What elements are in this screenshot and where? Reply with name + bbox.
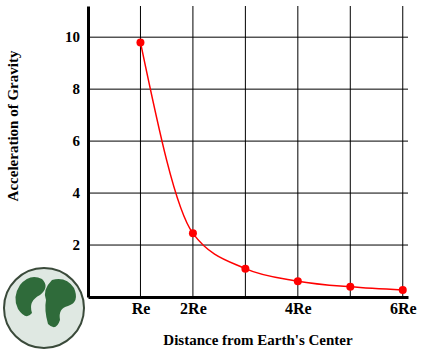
axis-line [87,7,90,298]
x-tick: 6Re [390,297,417,317]
earth-icon [4,268,84,348]
data-point [294,277,302,285]
grid-line-x [402,6,403,297]
y-tick-label: 6 [73,133,81,149]
x-tick: 4Re [285,297,312,317]
grid [88,6,408,297]
earth-land [45,279,76,327]
plot: Re 2Re 4Re 6Re 2 4 6 8 10 [65,6,417,317]
data-point [399,286,407,294]
grid-line-x [350,6,351,297]
y-tick-label: 2 [73,237,81,253]
grid-line-x [192,6,193,297]
grid-line-y [88,141,408,142]
curve [140,42,402,290]
grid-line-y [88,89,408,90]
x-tick-label: 6Re [390,300,417,317]
x-tick-label: 4Re [285,300,312,317]
y-axis-title: Acceleration of Gravity [5,50,21,201]
y-tick-label: 10 [65,29,80,45]
earth-disc [4,268,84,348]
y-tick-label: 4 [73,185,81,201]
grid-line-y [88,37,408,38]
data-point [346,283,354,291]
grid-line-y [88,193,408,194]
grid-line-y [88,245,408,246]
x-axis-title: Distance from Earth's Center [163,332,353,348]
y-tick: 10 [65,29,88,45]
x-tick: Re [132,297,151,317]
y-tick-label: 8 [73,81,81,97]
y-axis: 2 4 6 8 10 [65,7,89,298]
data-point [241,265,249,273]
y-tick: 2 [73,237,89,253]
data-point [136,38,144,46]
grid-line-x [140,6,141,297]
x-tick-label: Re [132,300,151,317]
x-axis: Re 2Re 4Re 6Re [89,297,417,317]
grid-line-x [245,6,246,297]
y-tick: 6 [73,133,89,149]
axis-line [89,296,409,299]
chart: Re 2Re 4Re 6Re 2 4 6 8 10 Distance from Earth's C… [0,0,422,353]
y-tick: 8 [73,81,89,97]
grid-line-x [297,6,298,297]
earth-land [15,277,45,316]
series [136,38,406,294]
x-tick-label: 2Re [180,300,207,317]
x-tick: 2Re [180,297,207,317]
data-point [189,229,197,237]
y-tick: 4 [73,185,89,201]
